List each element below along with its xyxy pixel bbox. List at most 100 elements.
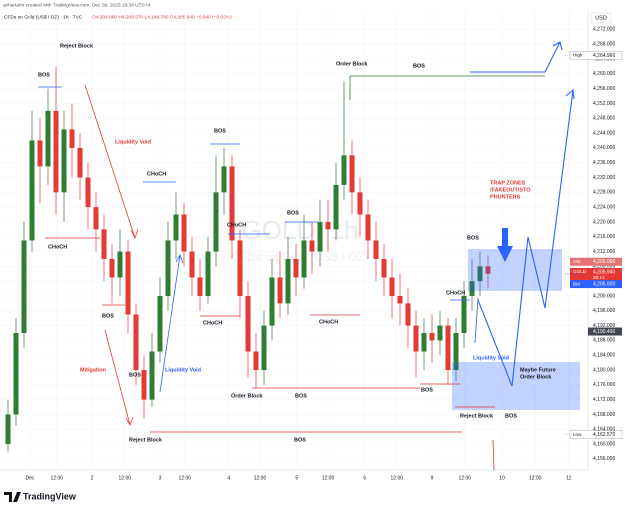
annotation: Reject Block	[60, 43, 94, 49]
credit: azhartahir created with TradingView.com,…	[3, 2, 151, 8]
x-tick-label: 12:00	[254, 475, 267, 481]
candle-body	[237, 240, 243, 296]
annotation: BOS	[287, 210, 299, 216]
annotation: Liquidity Void	[473, 355, 509, 361]
candle-body	[157, 295, 163, 352]
y-tick-label: 4,196.000	[593, 308, 615, 314]
y-tick-label: 4,248.000	[593, 116, 615, 122]
y-tick-label: 4,240.000	[593, 145, 615, 151]
y-tick-label: 4,208.000	[593, 264, 615, 270]
y-tick-label: 4,256.000	[593, 86, 615, 92]
price-label-value: 4,205.920	[593, 281, 615, 287]
candle-body	[477, 266, 483, 282]
price-label-value: 4,264.960	[593, 53, 615, 59]
annotation: CHoCH	[446, 290, 465, 296]
projection	[470, 41, 563, 73]
footer: TradingView	[4, 491, 77, 502]
candle-body	[197, 277, 203, 296]
trap-zone	[468, 249, 562, 291]
x-tick-label: 12:00	[391, 475, 404, 481]
candle-body	[405, 303, 411, 326]
x-tick-label: 12:00	[529, 475, 542, 481]
annotation: CHoCH	[203, 320, 222, 326]
x-tick-label: 9	[431, 475, 434, 481]
candle-body	[101, 229, 107, 259]
y-tick-label: 4,244.000	[593, 130, 615, 136]
y-tick-label: 4,180.000	[593, 367, 615, 373]
annotation: Reject Block	[460, 413, 494, 419]
y-tick-label: 4,252.000	[593, 101, 615, 107]
x-tick-label: 10	[499, 475, 505, 481]
last-marker-label: 4,190.400	[593, 329, 615, 335]
arrow	[104, 329, 134, 426]
annotation: PHUNTERS	[490, 194, 521, 200]
y-tick-label: 4,272.000	[593, 27, 615, 33]
x-tick-label: 2	[91, 475, 94, 481]
arrow	[474, 297, 479, 344]
candle-body	[309, 240, 315, 252]
candle-body	[149, 351, 155, 400]
candle-body	[413, 325, 419, 352]
x-tick-label: 6	[363, 475, 366, 481]
ohlc: O4,204.880 H4,208.570 L4,189.780 C4,205.…	[92, 14, 232, 20]
price-label-value: 4,205.940	[593, 269, 615, 275]
candle-body	[485, 266, 491, 274]
candle-body	[325, 221, 331, 230]
x-tick-label: 12:00	[119, 475, 132, 481]
countdown: 29:13	[593, 275, 605, 280]
candle-body	[469, 281, 475, 296]
candle-body	[53, 110, 59, 193]
price-label-box	[569, 51, 623, 60]
last-marker-box	[588, 327, 622, 336]
annotation: Maybe Future	[520, 367, 556, 373]
annotation: Order Block	[231, 393, 263, 399]
annotation: BOS	[295, 393, 307, 399]
candle-body	[389, 277, 395, 296]
price-label-name: Ask	[573, 259, 581, 264]
candle-body	[221, 166, 227, 193]
x-tick-label: Dec	[26, 475, 35, 481]
currency[interactable]: USD	[595, 15, 607, 21]
y-tick-label: 4,216.000	[593, 234, 615, 240]
candle-body	[77, 147, 83, 178]
candle-body	[117, 251, 123, 278]
future-ob-zone	[452, 362, 580, 410]
brand: TradingView	[23, 491, 77, 501]
candle-body	[181, 214, 187, 252]
candle-body	[5, 414, 11, 445]
price-label-name: GOLD	[573, 269, 587, 274]
x-tick-label: 3	[159, 475, 162, 481]
y-tick-label: 4,260.000	[593, 71, 615, 77]
candle-body	[453, 333, 459, 371]
candle-body	[205, 251, 211, 296]
candle-body	[213, 192, 219, 252]
watermark: GOLD, 1h	[241, 215, 358, 245]
y-tick-label: 4,228.000	[593, 190, 615, 196]
y-tick-label: 4,172.000	[593, 397, 615, 403]
candle-body	[317, 221, 323, 252]
candle-body	[93, 207, 99, 230]
arrow	[84, 84, 139, 240]
annotation: CHoCH	[147, 171, 166, 177]
price-label-value: 4,206.000	[593, 259, 615, 265]
candle-body	[253, 351, 259, 371]
annotation: /FAKEOUT/STO	[490, 187, 531, 193]
annotation: Order Block	[336, 61, 368, 67]
annotation: Liquidity Void	[115, 139, 151, 145]
candle-body	[109, 258, 115, 278]
currency-box[interactable]	[590, 12, 612, 24]
candle-body	[37, 140, 43, 167]
y-tick-label: 4,184.000	[593, 353, 615, 359]
price-label-name: Low	[573, 432, 582, 437]
candle-body	[229, 166, 235, 241]
down-arrow	[497, 228, 513, 262]
candle-body	[293, 258, 299, 278]
annotation: CHoCH	[227, 222, 246, 228]
y-tick-label: 4,224.000	[593, 204, 615, 210]
candle-body	[277, 277, 283, 304]
watermark-sub: CFDs on Gold (US$ / OZ)	[231, 250, 368, 264]
annotation: BOS	[294, 437, 306, 443]
price-label-name: Bid	[573, 281, 580, 286]
annotation: Liquidity Void	[165, 367, 201, 373]
